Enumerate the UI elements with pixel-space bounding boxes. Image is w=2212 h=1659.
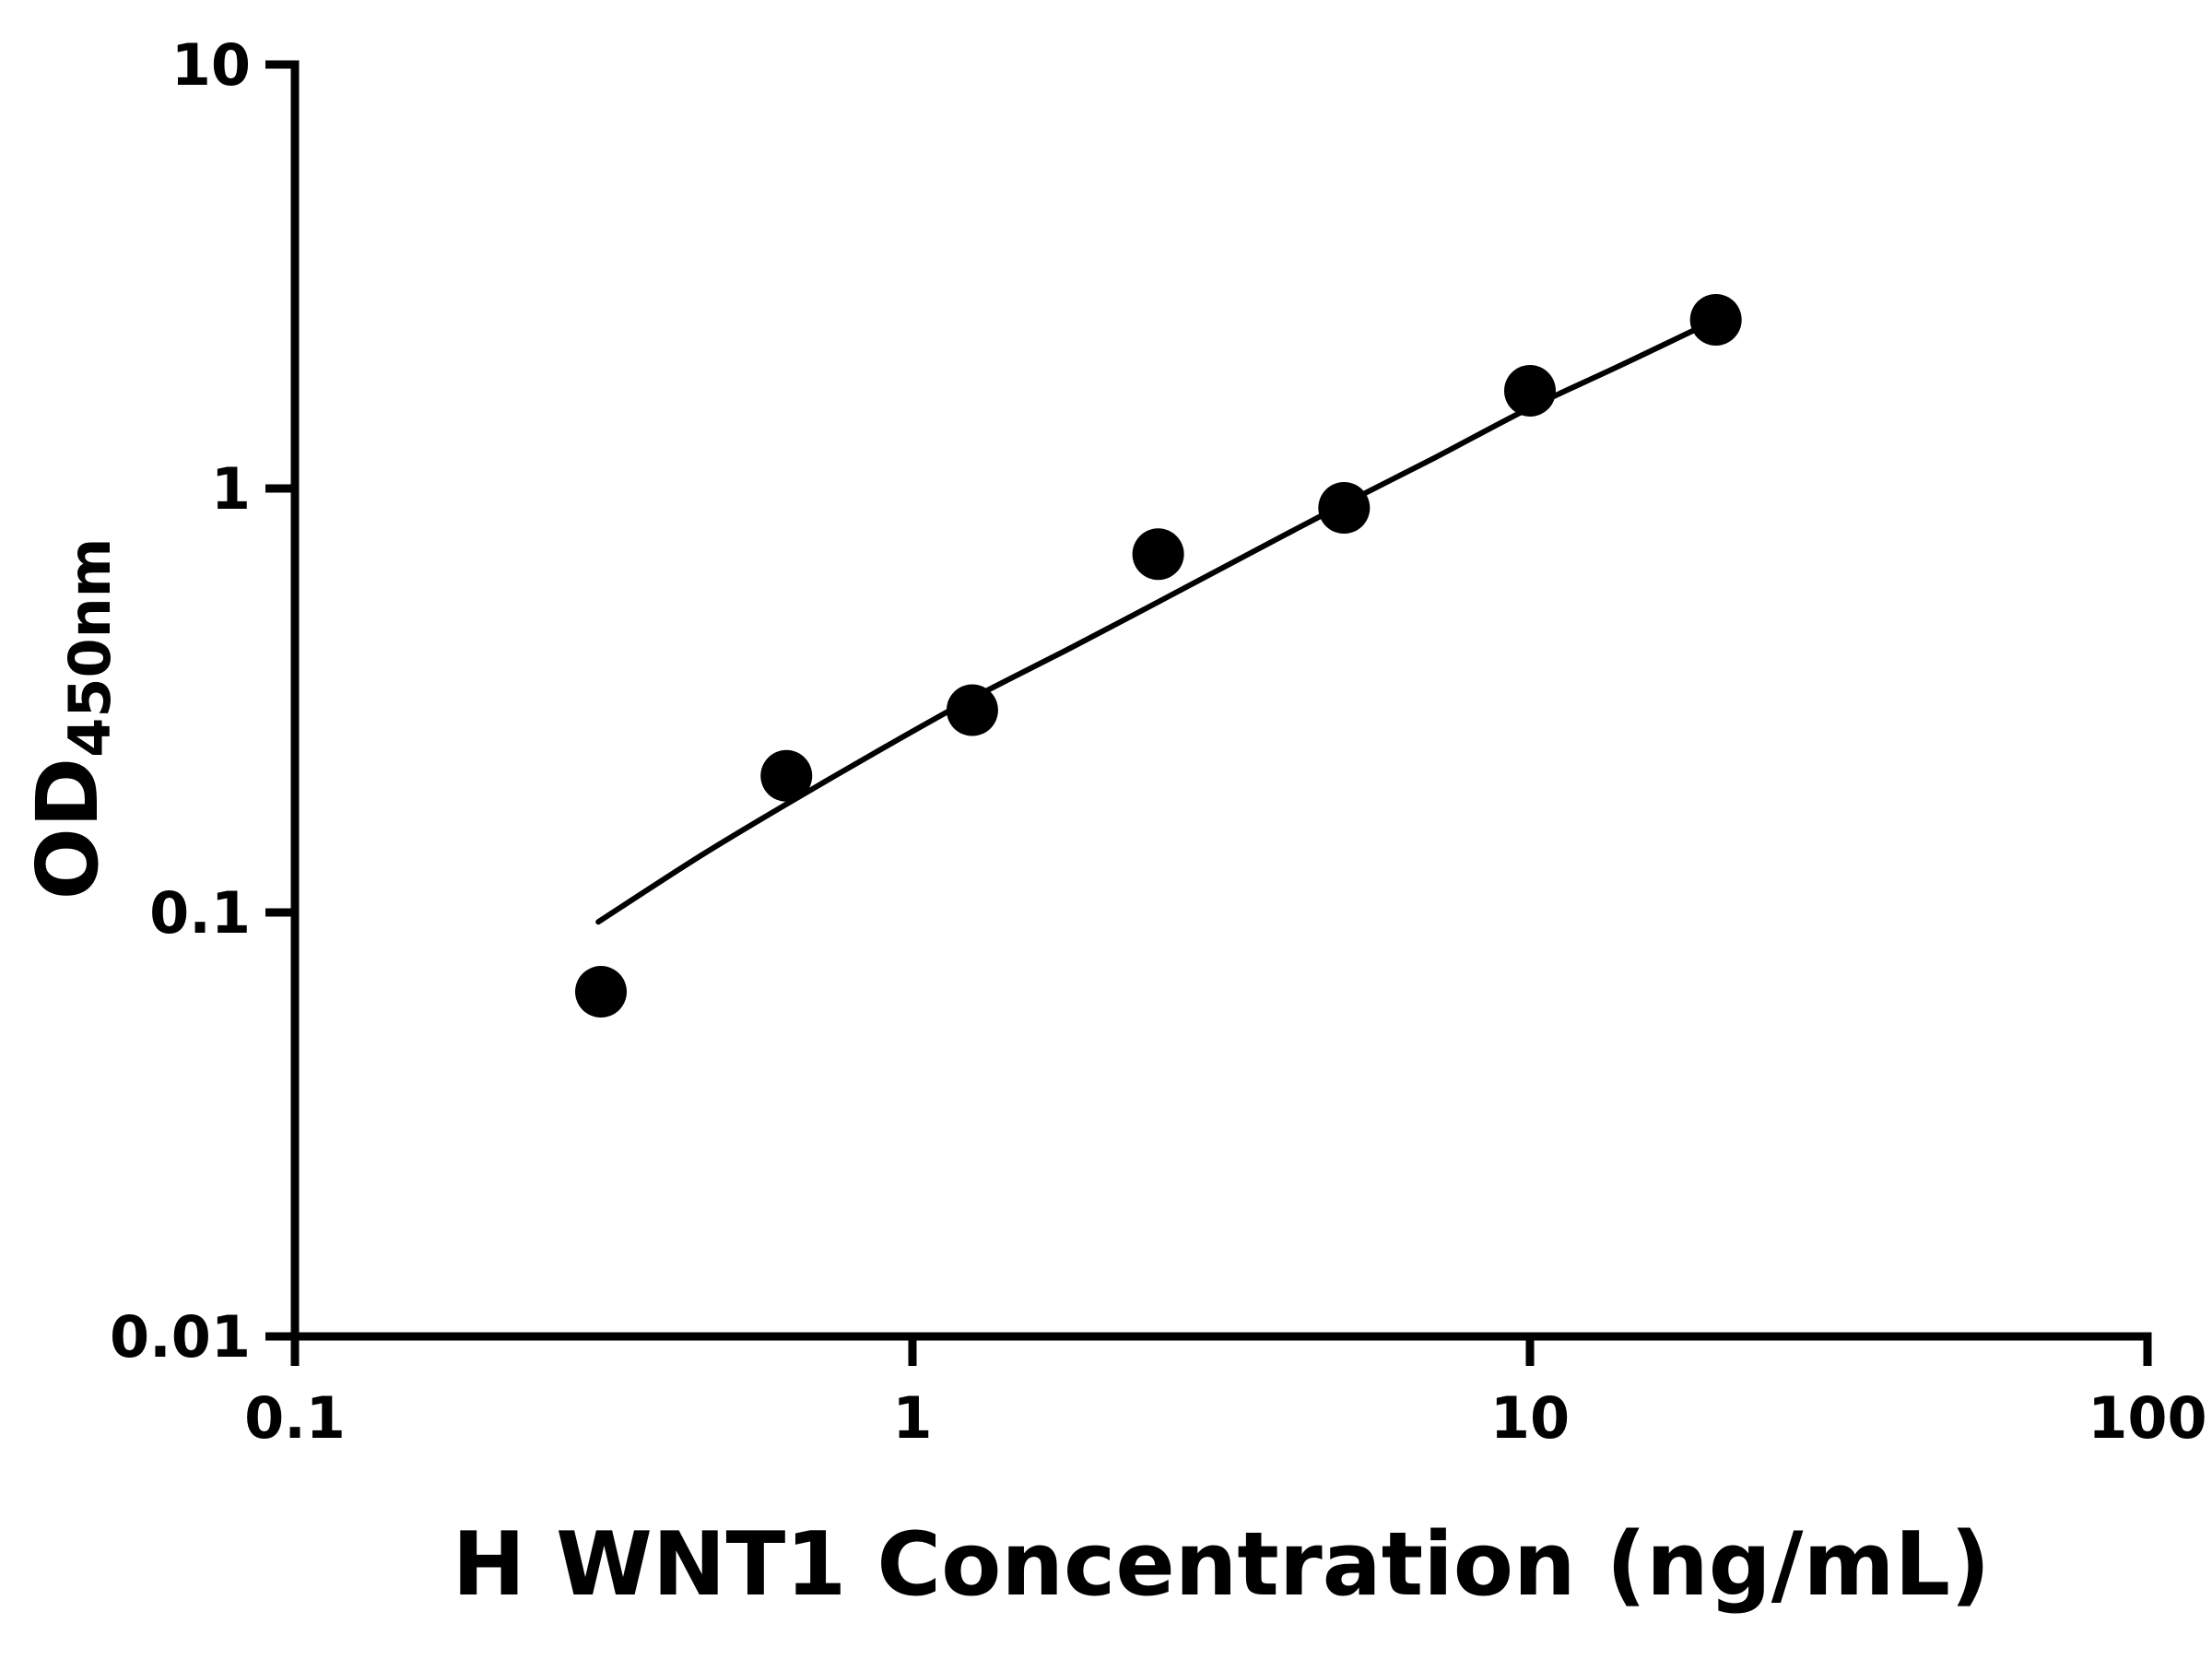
y-axis-title-main: OD bbox=[18, 758, 117, 900]
y-tick-label: 10 bbox=[171, 31, 251, 99]
data-point bbox=[760, 749, 813, 802]
y-axis-title: OD450nm bbox=[18, 538, 124, 900]
y-tick-label: 1 bbox=[211, 455, 251, 523]
axes-lines bbox=[290, 60, 2152, 1341]
x-tick-label: 0.1 bbox=[244, 1384, 346, 1452]
data-points-group bbox=[575, 293, 1742, 1018]
x-tick-label: 100 bbox=[2088, 1384, 2206, 1452]
data-point bbox=[1318, 482, 1371, 535]
y-axis-title-subscript: 450nm bbox=[56, 538, 124, 758]
x-axis-title: H WNT1 Concentration (ng/mL) bbox=[453, 1514, 1991, 1616]
data-point bbox=[1132, 528, 1184, 581]
x-tick-label: 1 bbox=[892, 1384, 932, 1452]
data-point bbox=[1689, 293, 1742, 346]
fit-curve-group bbox=[595, 316, 1719, 925]
data-point bbox=[1504, 364, 1556, 417]
data-point bbox=[575, 966, 628, 1018]
fit-curve bbox=[595, 316, 1719, 925]
y-tick-label: 0.01 bbox=[110, 1303, 251, 1371]
data-point bbox=[946, 684, 998, 736]
x-tick-label: 10 bbox=[1490, 1384, 1570, 1452]
axis-ticks: 0.1 1 10 100 0.01 0.1 1 10 bbox=[110, 31, 2207, 1452]
y-tick-label: 0.1 bbox=[149, 879, 251, 947]
